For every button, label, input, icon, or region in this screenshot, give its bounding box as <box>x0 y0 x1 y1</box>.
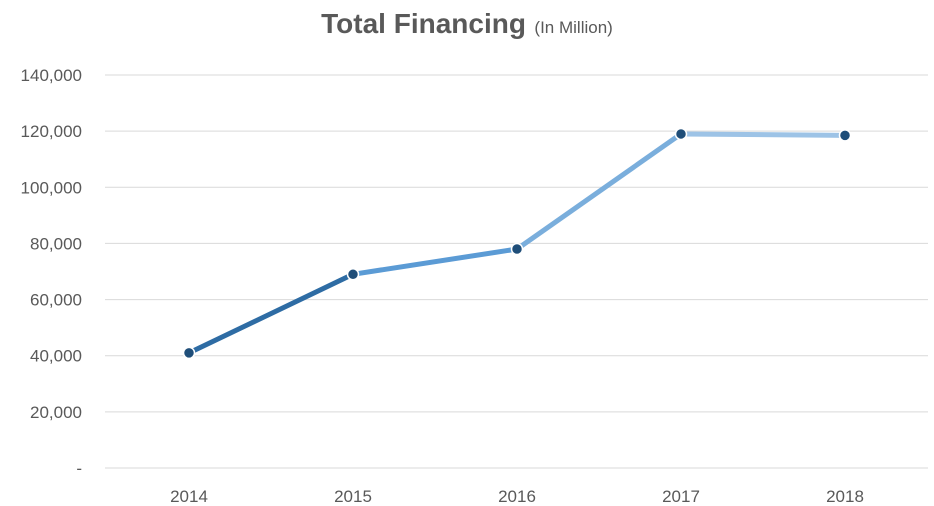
y-tick-label: 80,000 <box>30 234 82 253</box>
x-axis-ticks: 2014 2015 2016 2017 2018 <box>170 487 864 506</box>
chart-title: Total Financing <box>321 8 526 39</box>
x-tick-label: 2017 <box>662 487 700 506</box>
grid-lines <box>105 74 928 469</box>
y-tick-label: 140,000 <box>21 66 82 85</box>
series-markers <box>182 127 852 360</box>
x-tick-label: 2014 <box>170 487 208 506</box>
line-segment <box>350 246 520 277</box>
y-tick-label: 40,000 <box>30 347 82 366</box>
y-tick-label: 120,000 <box>21 122 82 141</box>
data-point <box>838 129 852 142</box>
data-point <box>674 127 688 141</box>
y-tick-label: 60,000 <box>30 291 82 310</box>
data-point <box>182 346 196 360</box>
series-line <box>186 131 848 356</box>
y-axis-ticks: - 20,000 40,000 60,000 80,000 100,000 120,000 1… <box>21 66 82 478</box>
data-point <box>510 242 524 256</box>
x-tick-label: 2016 <box>498 487 536 506</box>
data-point <box>346 268 360 281</box>
line-segment <box>186 271 356 356</box>
y-tick-label: - <box>76 459 82 478</box>
chart-title-block: Total Financing (In Million) <box>0 8 934 40</box>
line-segment <box>514 131 684 252</box>
chart-subtitle: (In Million) <box>534 18 613 37</box>
line-segment <box>678 131 848 138</box>
y-tick-label: 20,000 <box>30 403 82 422</box>
x-tick-label: 2015 <box>334 487 372 506</box>
y-tick-label: 100,000 <box>21 178 82 197</box>
x-tick-label: 2018 <box>826 487 864 506</box>
